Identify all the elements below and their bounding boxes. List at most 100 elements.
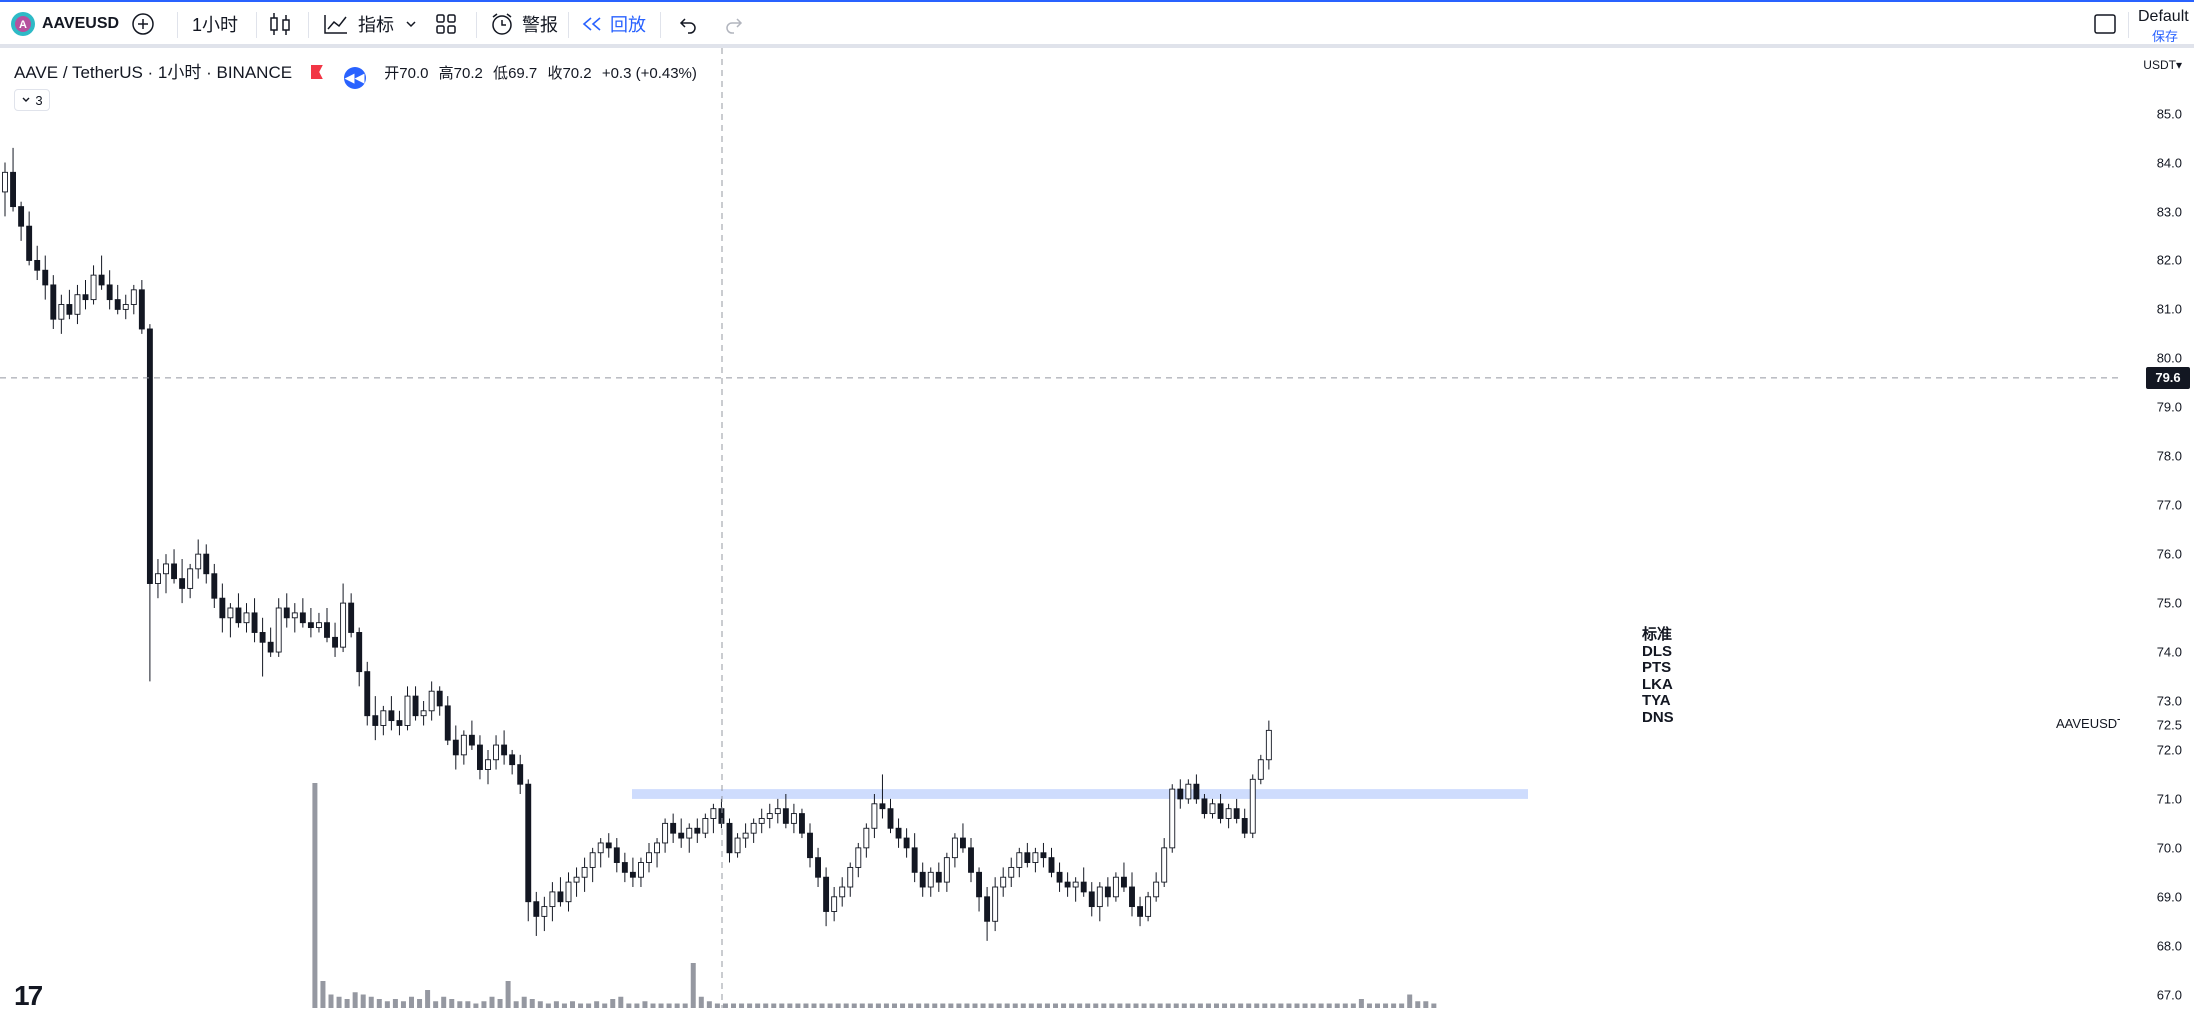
candle-body: [734, 837, 741, 854]
candle: [1233, 798, 1240, 824]
candle: [1048, 847, 1055, 878]
candle-body: [662, 822, 669, 844]
candle-body: [1080, 881, 1087, 893]
price-tick: 80.0: [2156, 350, 2182, 366]
candle: [122, 294, 129, 320]
candle: [2, 162, 8, 217]
volume-bar: [1294, 1003, 1300, 1008]
fullscreen-button[interactable]: [2092, 2, 2118, 46]
candle-body: [984, 896, 991, 922]
candle: [1096, 882, 1103, 922]
price-axis[interactable]: USDT▾ 85.0 84.0 83.0 82.0 81.0 80.0 79.0 78.0 77…: [2120, 48, 2194, 1008]
indicators-collapse-button[interactable]: 3: [14, 89, 50, 111]
candle: [782, 794, 789, 829]
volume-bar: [320, 981, 326, 1008]
templates-button[interactable]: [434, 2, 458, 46]
volume-bar: [513, 1001, 519, 1008]
candle: [316, 612, 322, 633]
chart-type-button[interactable]: [268, 2, 292, 46]
volume-bar: [666, 1003, 672, 1008]
price-tick: 72.0: [2156, 742, 2182, 758]
candle: [799, 808, 805, 839]
indicators-button[interactable]: 指标: [322, 2, 394, 46]
market-status-flag-icon: [310, 65, 323, 79]
candle-body: [1000, 876, 1007, 888]
volume-bar: [1334, 1003, 1340, 1008]
chart-pane[interactable]: AAVE / TetherUS · 1小时 · BINANCE ◀◀ 开70.0…: [0, 48, 2125, 1011]
indicators-dropdown[interactable]: [404, 2, 418, 46]
volume-bar: [545, 1003, 551, 1008]
add-symbol-button[interactable]: [130, 2, 156, 46]
redo-icon: [726, 18, 743, 34]
legend-title[interactable]: AAVE / TetherUS · 1小时 · BINANCE: [14, 63, 293, 82]
interval-button[interactable]: 1小时: [192, 2, 238, 46]
layout-save-button[interactable]: Default 保存: [2138, 8, 2189, 45]
candle: [662, 818, 669, 853]
candle: [638, 857, 644, 888]
candle-body: [549, 891, 556, 908]
symbol-search-button[interactable]: A AAVEUSD: [10, 2, 119, 46]
volume-bar: [1407, 994, 1413, 1008]
candle-body: [597, 842, 604, 854]
volume-bar: [1125, 1003, 1131, 1008]
volume-bar: [1117, 1003, 1123, 1008]
candle: [1000, 867, 1007, 897]
volume-bar: [1165, 1003, 1171, 1008]
candle-body: [380, 710, 387, 726]
candle: [1137, 896, 1144, 927]
candle: [815, 847, 821, 888]
candle-body: [758, 818, 765, 824]
volume-bar: [1093, 1003, 1099, 1008]
candle: [154, 559, 161, 599]
candle-body: [557, 891, 564, 903]
volume-bar: [835, 1003, 841, 1008]
candle: [195, 539, 202, 579]
candle: [847, 862, 854, 897]
replay-indicator-icon[interactable]: ◀◀: [343, 67, 366, 89]
volume-bar: [634, 1003, 640, 1008]
candle: [670, 813, 677, 843]
volume-bar: [706, 1001, 712, 1008]
candle-body: [565, 881, 572, 903]
candle: [1024, 842, 1031, 868]
support-zone[interactable]: [632, 789, 1528, 799]
volume-bar: [1254, 1003, 1260, 1008]
undo-button[interactable]: [676, 2, 700, 46]
candle: [887, 798, 894, 834]
candle: [42, 255, 49, 300]
currency-selector[interactable]: USDT▾: [2143, 58, 2182, 72]
volume-bar: [409, 996, 414, 1008]
candle: [485, 749, 491, 785]
volume-bar: [924, 1003, 930, 1008]
volume-bar: [1310, 1003, 1316, 1008]
candle-body: [1048, 857, 1055, 873]
candle-body: [74, 294, 81, 315]
volume-bar: [352, 992, 358, 1008]
volume-bar: [964, 1003, 970, 1008]
volume-bar: [682, 1003, 688, 1008]
candle: [18, 201, 25, 241]
candle: [734, 833, 741, 858]
volume-bar: [779, 1003, 785, 1008]
volume-bar: [1222, 1003, 1228, 1008]
candle-body: [790, 813, 797, 824]
candle-body: [702, 818, 709, 834]
candle-body: [412, 695, 419, 717]
volume-bar: [433, 1001, 439, 1008]
redo-button[interactable]: [722, 2, 746, 46]
price-tick: 74.0: [2156, 644, 2182, 660]
tradingview-logo[interactable]: 17: [14, 980, 43, 1011]
candlestick-chart[interactable]: [0, 48, 2120, 1008]
volume-bar: [892, 1003, 897, 1008]
collapsed-count: 3: [35, 92, 43, 108]
candle: [549, 882, 556, 922]
candle: [565, 872, 572, 912]
close-label: 收: [547, 65, 563, 82]
volume-bar: [1036, 1003, 1042, 1008]
volume-bars: [312, 783, 1437, 1008]
replay-button[interactable]: 回放: [580, 2, 646, 46]
alert-button[interactable]: 警报: [488, 2, 558, 46]
toolbar-divider: [2128, 12, 2129, 38]
candle: [332, 622, 338, 657]
candle: [324, 607, 330, 643]
